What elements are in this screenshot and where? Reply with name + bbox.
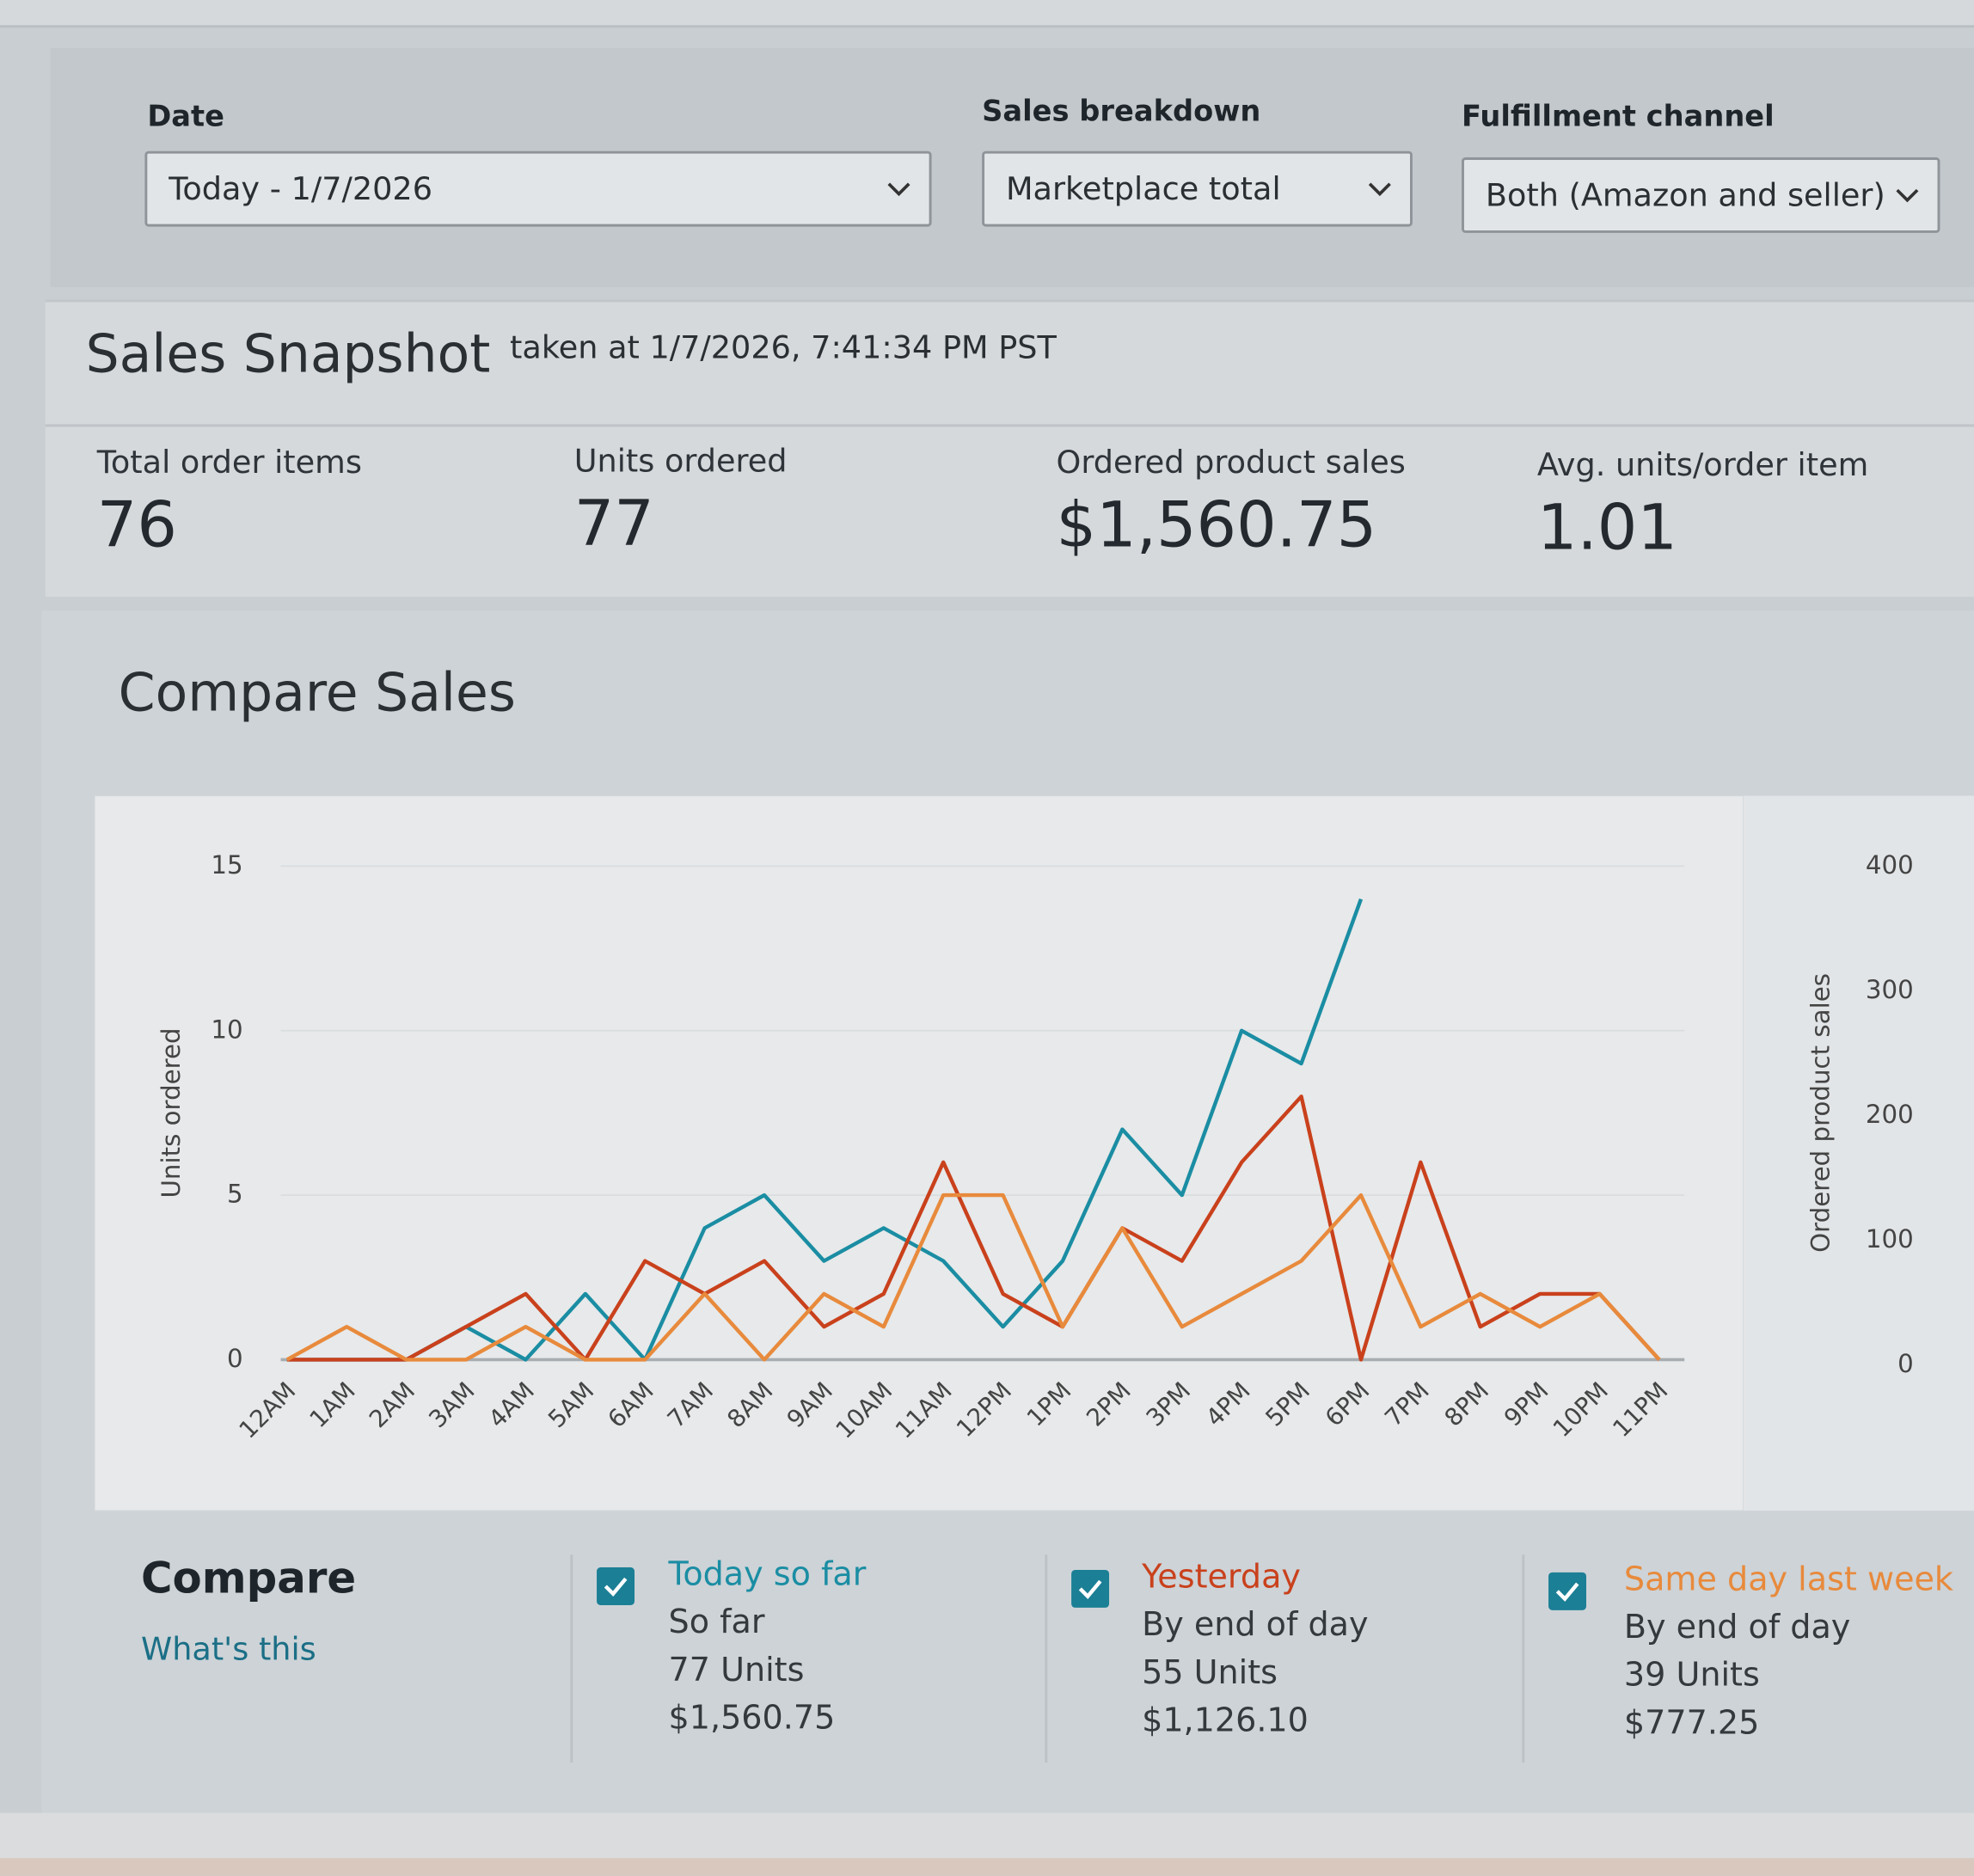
whats-this-link[interactable]: What's this [141,1630,316,1668]
check-icon [1555,1582,1579,1602]
y-tick-label: 0 [227,1344,243,1373]
dropdown-value: Both (Amazon and seller) [1485,176,1885,214]
metric-value: 1.01 [1536,491,1677,565]
metric-label: Total order items [96,444,362,481]
chart: Units ordered Ordered product sales 0 5 10… [94,795,1974,1511]
series-line [285,1192,1661,1362]
y2-tick-label: 300 [1866,975,1914,1004]
metric-label: Avg. units/order item [1536,446,1869,483]
compare-period: By end of day [1142,1606,1369,1645]
y2-tick-label: 200 [1866,1100,1914,1129]
metric-label: Ordered product sales [1056,444,1406,481]
compare-period: So far [668,1603,765,1642]
chevron [887,182,910,197]
dropdown-value: Marketplace total [1005,170,1281,207]
chevron [1896,188,1919,203]
check-icon [604,1577,628,1597]
bottom-edge [0,1858,1974,1876]
y2-tick-label: 100 [1866,1224,1914,1254]
filter-label: Sales breakdown [982,95,1261,129]
bottom-strip [0,1812,1974,1859]
y2-axis-title: Ordered product sales [1805,973,1835,1253]
dropdown-value: Today - 1/7/2026 [169,170,432,207]
check-icon [1078,1579,1102,1599]
snapshot-title: Sales Snapshot [85,322,491,385]
compare-period: By end of day [1623,1609,1851,1647]
divider [45,424,1974,427]
snapshot-time: taken at 1/7/2026, 7:41:34 PM PST [510,328,1057,366]
compare-sales: $1,560.75 [668,1699,836,1738]
y-tick-label: 15 [211,850,242,880]
metric-value: 76 [96,488,177,562]
y2-tick-label: 0 [1897,1349,1914,1378]
compare-units: 55 Units [1142,1654,1278,1693]
filter-label: Date [147,101,224,134]
compare-sales: $777.25 [1623,1704,1760,1743]
compare-sales-title: Compare Sales [118,661,516,724]
filter-label: Fulfillment channel [1462,101,1775,134]
chart-panel [94,795,1744,1511]
compare-sales: $1,126.10 [1142,1701,1309,1740]
breakdown-dropdown[interactable]: Marketplace total [982,150,1413,227]
compare-title: Compare [141,1553,357,1604]
top-strip [0,0,1974,28]
checkbox[interactable] [597,1567,635,1605]
compare-units: 39 Units [1623,1657,1760,1695]
y-tick-label: 5 [227,1180,243,1209]
legend-name: Same day last week [1623,1560,1953,1599]
y-axis-title: Units ordered [156,1027,186,1198]
legend-name: Today so far [668,1555,867,1594]
chevron [1368,182,1391,197]
compare-units: 77 Units [668,1652,805,1690]
metric-value: $1,560.75 [1056,488,1377,562]
y2-tick-label: 400 [1866,850,1914,880]
divider [1045,1554,1048,1763]
metric-label: Units ordered [573,442,788,480]
chart-side-panel [1744,795,1974,1511]
checkbox[interactable] [1071,1569,1110,1608]
checkbox[interactable] [1548,1572,1587,1610]
divider [1522,1554,1525,1763]
date-dropdown[interactable]: Today - 1/7/2026 [144,150,932,227]
snapshot-panel [45,299,1974,598]
metric-value: 77 [573,487,654,561]
channel-dropdown[interactable]: Both (Amazon and seller) [1462,157,1940,233]
divider [570,1554,573,1763]
y-tick-label: 10 [211,1015,242,1044]
legend-name: Yesterday [1142,1558,1301,1597]
series-line [286,1094,1661,1362]
